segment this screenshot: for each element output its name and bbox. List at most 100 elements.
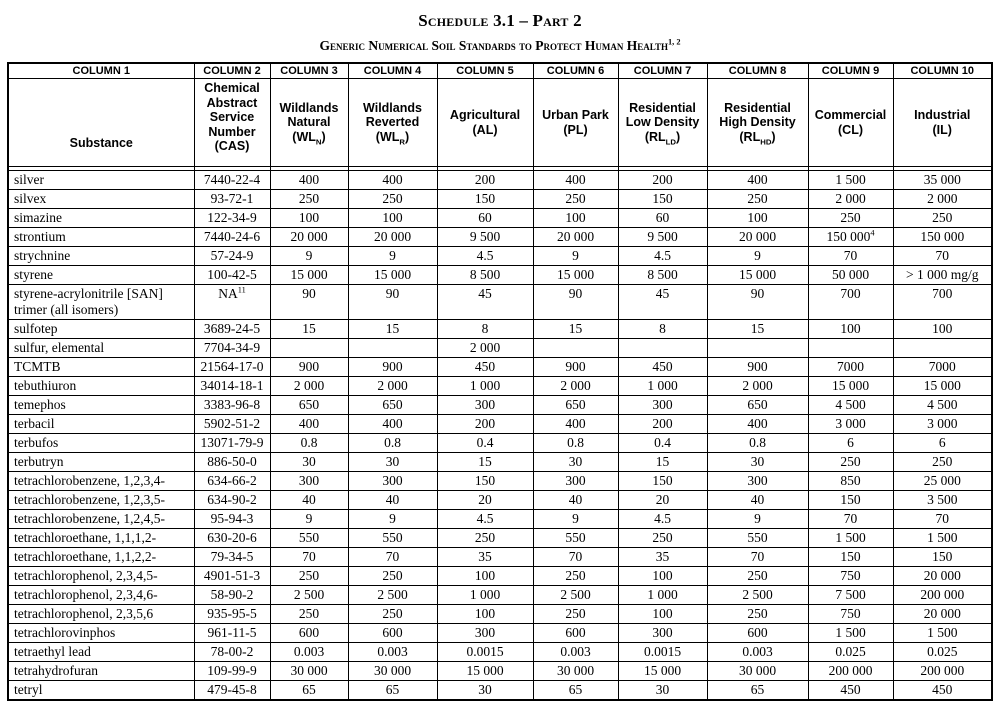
column-code: (RLLD) [644, 129, 681, 147]
value-cell: 250 [269, 566, 349, 586]
value-cell: 30 [706, 452, 809, 472]
cas-cell: 479-45-8 [193, 680, 271, 701]
value-cell: 900 [706, 357, 809, 377]
value-cell: 150 [807, 547, 894, 567]
value-cell: 100 [617, 604, 708, 624]
substance-cell: tetrachlorobenzene, 1,2,4,5- [7, 509, 195, 529]
column-subheader-label-line: Wildlands [279, 100, 339, 115]
value-cell: 100 [347, 208, 438, 228]
value-cell: 3 000 [807, 414, 894, 434]
column-subheader-label-line: Chemical [204, 81, 260, 95]
cas-cell: 4901-51-3 [193, 566, 271, 586]
value-cell [807, 338, 894, 358]
value-cell: 200 000 [807, 661, 894, 681]
value-cell: 250 [347, 604, 438, 624]
substance-cell: sulfotep [7, 319, 195, 339]
value-cell: 100 [617, 566, 708, 586]
value-cell: 0.0015 [436, 642, 534, 662]
value-cell: 300 [706, 471, 809, 491]
value-cell: 200 000 [892, 661, 993, 681]
column-code: (RLHD) [739, 129, 776, 147]
substance-cell: temephos [7, 395, 195, 415]
value-cell: 100 [807, 319, 894, 339]
value-cell: 250 [436, 528, 534, 548]
value-cell: 600 [532, 623, 619, 643]
value-cell: 4 500 [807, 395, 894, 415]
substance-cell: tetrahydrofuran [7, 661, 195, 681]
value-cell: 15 000 [269, 265, 349, 285]
column-header-cell: COLUMN 2 [193, 62, 271, 79]
column-subheader-label-line: Wildlands [363, 100, 422, 115]
value-cell: 900 [347, 357, 438, 377]
column-code: (CL) [838, 122, 863, 137]
soil-standards-table: COLUMN 1 COLUMN 2 COLUMN 3 COLUMN 4 COLUMN 5… [7, 62, 993, 701]
value-cell: 150 [807, 490, 894, 510]
value-cell: 650 [347, 395, 438, 415]
value-cell: 450 [807, 680, 894, 701]
substance-cell: tetrachlorophenol, 2,3,5,6 [7, 604, 195, 624]
value-cell: 4.5 [436, 509, 534, 529]
substance-cell: styrene [7, 265, 195, 285]
value-cell: 250 [532, 566, 619, 586]
value-cell: 250 [347, 566, 438, 586]
value-cell: 250 [532, 604, 619, 624]
substance-cell: tetrachlorovinphos [7, 623, 195, 643]
column-subheader-label-line: High Density [719, 115, 796, 130]
value-cell: 300 [269, 471, 349, 491]
value-cell: 20 [436, 490, 534, 510]
value-cell: 0.003 [269, 642, 349, 662]
value-cell: 250 [269, 189, 349, 209]
value-cell: 20 000 [892, 604, 993, 624]
value-cell [706, 338, 809, 358]
value-cell: 250 [617, 528, 708, 548]
value-cell: 8 500 [617, 265, 708, 285]
value-cell: 250 [892, 452, 993, 472]
substance-cell: simazine [7, 208, 195, 228]
column-subheader-cell: Agricultural (AL) [436, 78, 534, 167]
column-code-subscript: HD [760, 137, 772, 147]
substance-cell: strychnine [7, 246, 195, 266]
substance-cell: tetrachlorobenzene, 1,2,3,4- [7, 471, 195, 491]
value-cell: 30 000 [269, 661, 349, 681]
table-row: tetrachloroethane, 1,1,1,2- 630-20-6 550 55… [7, 528, 993, 548]
value-cell [269, 338, 349, 358]
column-subheader-label-line: Abstract [206, 95, 258, 110]
value-cell: 750 [807, 566, 894, 586]
column-subheader-label-line: Natural [287, 115, 331, 130]
table-row: styrene 100-42-5 15 000 15 000 8 500 15 000 8 … [7, 265, 993, 285]
value-cell: 65 [706, 680, 809, 701]
value-cell: 30 [617, 680, 708, 701]
value-cell: 70 [532, 547, 619, 567]
value-cell: 1 500 [807, 623, 894, 643]
value-cell: 9 [706, 509, 809, 529]
column-subheader-cell: Wildlands Reverted (WLR) [347, 78, 438, 167]
cas-cell: NA11 [193, 284, 271, 320]
column-code-subscript: R [399, 137, 406, 147]
cas-cell: 3383-96-8 [193, 395, 271, 415]
value-cell: 20 000 [347, 227, 438, 247]
value-cell: 0.8 [532, 433, 619, 453]
value-cell: 400 [706, 170, 809, 190]
value-cell: 600 [269, 623, 349, 643]
cas-cell: 79-34-5 [193, 547, 271, 567]
value-cell: 15 [617, 452, 708, 472]
value-cell: 4.5 [617, 246, 708, 266]
table-row: styrene-acrylonitrile [SAN] trimer (all … [7, 284, 993, 320]
table-row: TCMTB 21564-17-0 900 900 450 900 450 900 7000 700… [7, 357, 993, 377]
column-header-cell: COLUMN 4 [347, 62, 438, 79]
schedule-title: Schedule 3.1 – Part 2 [418, 11, 582, 30]
column-header-cell: COLUMN 5 [436, 62, 534, 79]
substance-cell: silver [7, 170, 195, 190]
value-cell: 200 [436, 414, 534, 434]
substance-cell: terbutryn [7, 452, 195, 472]
value-cell: 1 500 [892, 528, 993, 548]
value-cell: 30 000 [532, 661, 619, 681]
value-cell: 8 [436, 319, 534, 339]
value-cell: 8 500 [436, 265, 534, 285]
value-cell: 4.5 [436, 246, 534, 266]
value-cell: 15 [436, 452, 534, 472]
value-cell: 250 [706, 604, 809, 624]
value-cell: 50 000 [807, 265, 894, 285]
cas-cell: 34014-18-1 [193, 376, 271, 396]
value-cell: 45 [617, 284, 708, 320]
